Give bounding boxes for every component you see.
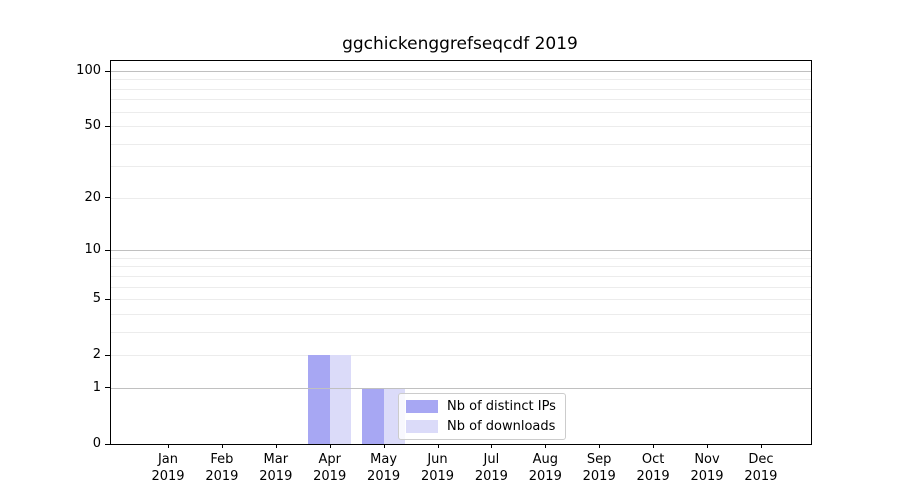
x-tick-label: Jun 2019 [403,451,473,485]
x-tick-label: Feb 2019 [187,451,257,485]
minor-gridline [111,111,811,113]
x-tick-label: Nov 2019 [672,451,742,485]
legend-item: Nb of distinct IPs [406,399,556,414]
minor-gridline [111,257,811,259]
y-tick-label: 0 [92,436,101,451]
minor-gridline [111,99,811,101]
x-tick-month: Sep [586,452,612,467]
x-tick-year: 2019 [528,469,562,484]
x-tick-mark [599,444,601,448]
x-tick-year: 2019 [744,469,778,484]
y-tick-label: 100 [76,63,101,78]
x-tick-month: Oct [641,452,665,467]
x-tick-label: Sep 2019 [564,451,634,485]
legend-swatch [406,400,438,413]
x-tick-mark [491,444,493,448]
x-tick-month: Jun [427,452,448,467]
x-tick-month: Mar [263,452,289,467]
minor-gridline [111,88,811,90]
x-tick-month: Dec [748,452,774,467]
x-tick-label: May 2019 [349,451,419,485]
bar-downloads [329,355,352,444]
minor-gridline [111,275,811,277]
x-tick-year: 2019 [259,469,293,484]
minor-gridline [111,313,811,315]
y-tick-mark [105,387,110,389]
x-tick-mark [221,444,223,448]
minor-gridline [111,126,811,128]
minor-gridline [111,266,811,268]
x-tick-year: 2019 [582,469,616,484]
x-tick-label: Mar 2019 [241,451,311,485]
y-tick-mark [105,197,110,199]
y-tick-label: 10 [84,242,101,258]
x-tick-label: Oct 2019 [618,451,688,485]
x-tick-month: Apr [318,452,341,467]
minor-gridline [111,355,811,357]
x-tick-mark [760,444,762,448]
x-tick-month: May [370,452,398,467]
x-tick-label: Jul 2019 [456,451,526,485]
x-tick-mark [707,444,708,448]
x-tick-mark [275,444,277,448]
minor-gridline [111,79,811,81]
y-tick-label: 2 [92,347,101,363]
x-tick-label: Jan 2019 [133,451,203,485]
minor-gridline [111,286,811,288]
x-tick-month: Jul [483,452,500,467]
y-tick-mark [105,443,110,445]
x-tick-year: 2019 [420,469,455,484]
x-tick-month: Jan [157,452,179,467]
x-tick-label: Dec 2019 [726,451,796,485]
y-tick-label: 1 [92,379,101,395]
bar-distinct-ips [362,387,384,444]
x-tick-month: Feb [210,452,234,467]
bar-distinct-ips [308,355,330,444]
chart-title: ggchickenggrefseqcdf 2019 [342,34,578,54]
plot-area: 0 1 2 5 10 20 50 100 Jan 2019 Feb 2019 Mar 2019 Apr 201… [76,60,812,484]
x-tick-year: 2019 [151,469,185,484]
x-tick-mark [168,444,169,448]
legend-item: Nb of downloads [406,419,556,434]
x-tick-label: Apr 2019 [295,451,365,485]
major-gridline [111,387,811,389]
x-tick-year: 2019 [367,469,401,484]
x-tick-label: Aug 2019 [510,451,580,485]
y-tick-mark [105,354,110,356]
x-tick-month: Nov [694,452,720,467]
y-tick-mark [105,70,110,72]
legend-label: Nb of downloads [447,419,556,434]
minor-gridline [111,299,811,301]
x-tick-year: 2019 [313,469,347,484]
x-tick-mark [329,444,331,448]
x-tick-mark [545,444,547,448]
x-tick-year: 2019 [474,469,508,484]
y-tick-label: 5 [92,291,101,307]
y-tick-mark [105,298,110,300]
x-tick-month: Aug [532,452,558,467]
minor-gridline [111,331,811,333]
minor-gridline [111,166,811,168]
legend-swatch [406,420,438,433]
x-tick-mark [653,444,655,448]
y-tick-label: 50 [84,118,101,134]
x-tick-year: 2019 [690,469,724,484]
legend: Nb of distinct IPs Nb of downloads [398,393,566,440]
x-tick-mark [437,444,439,448]
minor-gridline [111,197,811,199]
legend-label: Nb of distinct IPs [447,399,556,414]
x-tick-year: 2019 [636,469,670,484]
minor-gridline [111,143,811,145]
y-tick-label: 20 [84,189,101,205]
x-tick-mark [383,444,385,448]
x-tick-year: 2019 [205,469,239,484]
y-tick-mark [105,125,110,127]
major-gridline [111,71,811,72]
y-tick-mark [105,249,110,251]
major-gridline [111,250,811,252]
